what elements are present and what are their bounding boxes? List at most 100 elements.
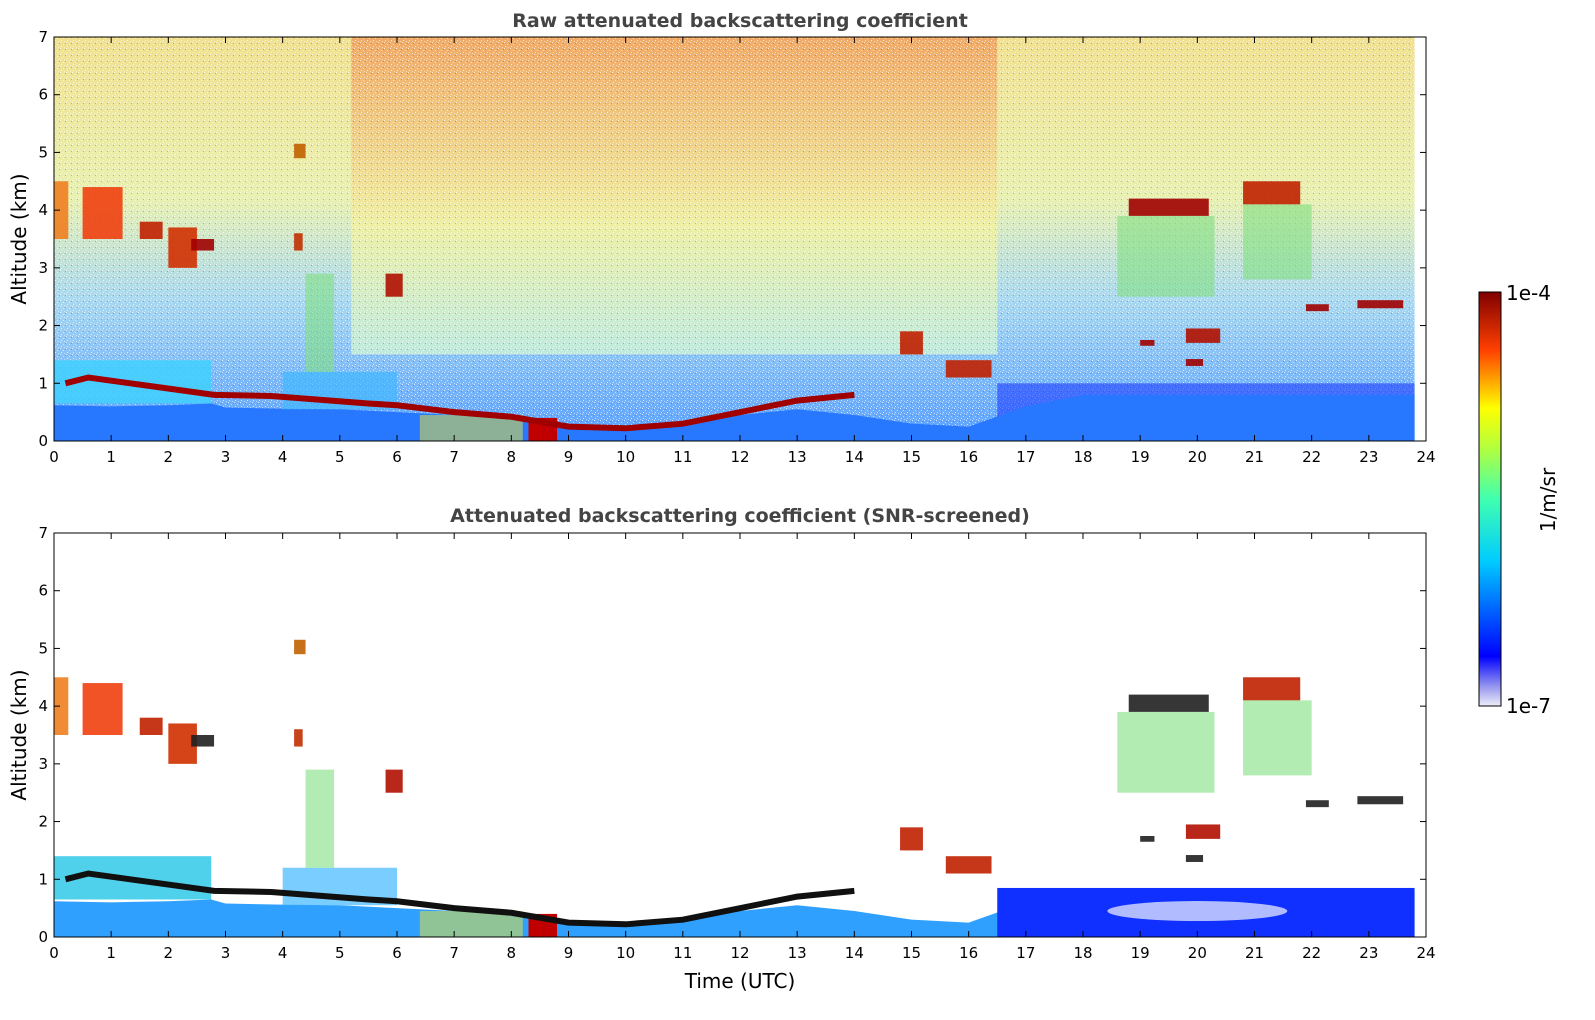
panel2-x-axis-label: Time (UTC) <box>684 969 796 993</box>
x-tick-label: 12 <box>730 448 749 466</box>
x-tick-label: 8 <box>507 944 517 962</box>
x-tick-label: 19 <box>1131 944 1150 962</box>
snr-screened-panel: Attenuated backscattering coefficient (S… <box>7 505 1436 993</box>
cloud-patch <box>1185 328 1221 343</box>
boundary-layer <box>54 394 1415 441</box>
virga-streak <box>1117 215 1215 297</box>
cloud-base-line <box>64 870 855 928</box>
x-tick-label: 23 <box>1359 448 1378 466</box>
y-tick-label: 7 <box>38 524 48 542</box>
virga-streak <box>1243 204 1312 280</box>
cloud-patch <box>1128 694 1209 712</box>
x-tick-label: 18 <box>1073 944 1092 962</box>
x-tick-label: 23 <box>1359 944 1378 962</box>
x-tick-label: 22 <box>1302 944 1321 962</box>
cloud-patch <box>1305 800 1329 808</box>
x-tick-label: 2 <box>164 448 174 466</box>
cloud-patch <box>294 639 306 655</box>
x-tick-label: 7 <box>449 944 459 962</box>
cloud-patch <box>900 827 923 851</box>
x-tick-label: 1 <box>106 448 116 466</box>
cloud-patch <box>191 239 215 251</box>
panel1-ticks: 0 1 2 3 4 5 6 7 8 9 10 11 12 13 14 15 16 17 18 19 20 21 22 23 24… <box>38 28 1435 466</box>
panel2-heatmap <box>54 639 1415 937</box>
y-tick-label: 5 <box>38 143 48 161</box>
cloud-patch <box>294 233 303 251</box>
cloud-patch <box>1128 198 1209 216</box>
cloud-patch <box>385 769 403 793</box>
y-tick-label: 6 <box>38 582 48 600</box>
x-tick-label: 20 <box>1188 944 1207 962</box>
surface-enhancement <box>419 415 523 441</box>
y-tick-label: 6 <box>38 86 48 104</box>
x-tick-label: 15 <box>902 448 921 466</box>
x-tick-label: 3 <box>221 448 231 466</box>
cloud-patch <box>294 729 303 747</box>
x-tick-label: 18 <box>1073 448 1092 466</box>
panel1-y-axis-label: Altitude (km) <box>7 173 31 304</box>
colorbar: 1e-4 1e-7 1/m/sr <box>1478 281 1560 718</box>
x-tick-label: 22 <box>1302 448 1321 466</box>
x-tick-label: 11 <box>673 944 692 962</box>
cloud-patch <box>1357 300 1404 309</box>
x-tick-label: 14 <box>845 944 864 962</box>
x-tick-label: 9 <box>564 944 574 962</box>
x-tick-label: 6 <box>392 944 402 962</box>
x-tick-label: 0 <box>49 448 59 466</box>
x-tick-label: 21 <box>1245 944 1264 962</box>
cloud-patch <box>54 181 69 239</box>
x-tick-label: 24 <box>1416 448 1435 466</box>
virga-streak <box>305 769 335 868</box>
panel1-heatmap <box>54 37 1415 441</box>
cloud-base-line <box>64 374 855 432</box>
x-tick-label: 3 <box>221 944 231 962</box>
colorbar-gradient <box>1478 291 1502 707</box>
surface-enhancement <box>419 911 523 937</box>
x-tick-label: 11 <box>673 448 692 466</box>
y-tick-label: 2 <box>38 317 48 335</box>
panel2-frame <box>53 532 1427 938</box>
panel2-ticks: 0 1 2 3 4 5 6 7 8 9 10 11 12 13 14 15 16 17 18 19 20 21 22 23 24… <box>38 524 1435 962</box>
cloud-patch <box>1243 677 1301 701</box>
virga-streak <box>1117 711 1215 793</box>
y-tick-label: 1 <box>38 870 48 888</box>
y-tick-label: 4 <box>38 201 48 219</box>
x-tick-label: 12 <box>730 944 749 962</box>
cloud-patch <box>1140 340 1155 346</box>
cloud-patch <box>82 683 123 735</box>
x-tick-label: 13 <box>788 944 807 962</box>
x-tick-label: 24 <box>1416 944 1435 962</box>
x-tick-label: 1 <box>106 944 116 962</box>
colorbar-max-label: 1e-4 <box>1506 281 1551 305</box>
cloud-patch <box>82 187 123 239</box>
x-tick-label: 16 <box>959 448 978 466</box>
cloud-patch <box>1185 855 1204 862</box>
x-tick-label: 2 <box>164 944 174 962</box>
cloud-patch <box>945 856 992 874</box>
cloud-patch <box>1243 181 1301 205</box>
cloud-patch <box>1185 359 1204 366</box>
y-tick-label: 3 <box>38 755 48 773</box>
x-tick-label: 16 <box>959 944 978 962</box>
raw-backscatter-panel: Raw attenuated backscattering coefficien… <box>7 10 1436 466</box>
panel2-title: Attenuated backscattering coefficient (S… <box>450 505 1030 527</box>
x-tick-label: 9 <box>564 448 574 466</box>
x-tick-label: 21 <box>1245 448 1264 466</box>
y-tick-label: 3 <box>38 259 48 277</box>
cloud-patch <box>945 360 992 378</box>
x-tick-label: 15 <box>902 944 921 962</box>
x-tick-label: 6 <box>392 448 402 466</box>
night-low-signal-patch <box>1107 901 1288 922</box>
y-tick-label: 4 <box>38 697 48 715</box>
x-tick-label: 10 <box>616 448 635 466</box>
virga-streak <box>1243 700 1312 776</box>
x-tick-label: 4 <box>278 448 288 466</box>
x-tick-label: 10 <box>616 944 635 962</box>
cloud-patch <box>385 273 403 297</box>
cloud-patch <box>139 717 163 735</box>
y-tick-label: 2 <box>38 813 48 831</box>
x-tick-label: 17 <box>1016 448 1035 466</box>
y-tick-label: 7 <box>38 28 48 46</box>
x-tick-label: 17 <box>1016 944 1035 962</box>
